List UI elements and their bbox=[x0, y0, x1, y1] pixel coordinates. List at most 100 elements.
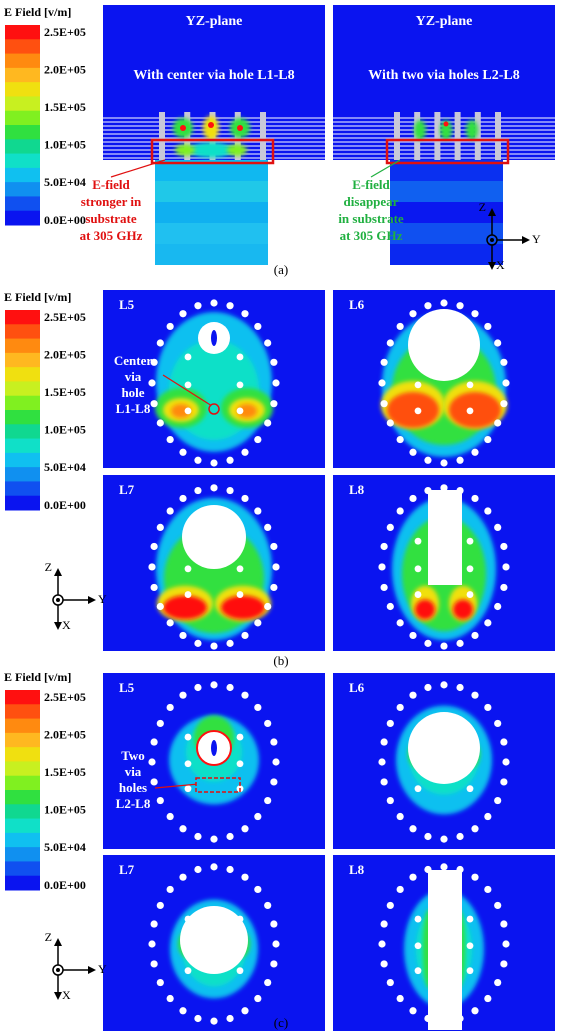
via bbox=[264, 524, 271, 531]
colorbar-label: 2.5E+05 bbox=[44, 25, 86, 39]
via bbox=[210, 642, 217, 649]
via bbox=[484, 619, 491, 626]
field-peak bbox=[180, 125, 186, 131]
via bbox=[471, 692, 478, 699]
via bbox=[387, 419, 394, 426]
via bbox=[241, 495, 248, 502]
via bbox=[237, 734, 244, 741]
colorbar-band bbox=[5, 733, 40, 748]
via bbox=[381, 738, 388, 745]
via bbox=[415, 408, 422, 415]
field-blob bbox=[466, 120, 478, 140]
axis-label: Y bbox=[98, 962, 107, 976]
via bbox=[237, 760, 244, 767]
annotation: via bbox=[125, 369, 142, 384]
colorbar-label: 2.0E+05 bbox=[44, 347, 86, 361]
via bbox=[467, 967, 474, 974]
axis-label: Z bbox=[45, 930, 52, 944]
via bbox=[254, 323, 261, 330]
colorbar-band bbox=[5, 125, 40, 140]
colorbar-band bbox=[5, 139, 40, 154]
field-plot bbox=[333, 673, 555, 849]
via bbox=[226, 1015, 233, 1022]
via bbox=[471, 495, 478, 502]
colorbar-band bbox=[5, 196, 40, 211]
via bbox=[264, 603, 271, 610]
via bbox=[502, 940, 509, 947]
via bbox=[424, 640, 431, 647]
colorbar-label: 5.0E+04 bbox=[44, 175, 86, 189]
via bbox=[500, 584, 507, 591]
via bbox=[148, 379, 155, 386]
annotation: at 305 GHz bbox=[80, 228, 143, 243]
annotation: hole bbox=[121, 385, 144, 400]
annotation: E-field bbox=[352, 177, 390, 192]
via bbox=[397, 619, 404, 626]
via bbox=[194, 833, 201, 840]
via bbox=[185, 916, 192, 923]
colorbar-band bbox=[5, 453, 40, 468]
via bbox=[237, 916, 244, 923]
via bbox=[270, 920, 277, 927]
via bbox=[424, 487, 431, 494]
via bbox=[381, 359, 388, 366]
via bbox=[254, 619, 261, 626]
colorbar-band bbox=[5, 381, 40, 396]
colorbar-band bbox=[5, 339, 40, 354]
via bbox=[409, 1007, 416, 1014]
via bbox=[409, 632, 416, 639]
via bbox=[467, 591, 474, 598]
via bbox=[226, 833, 233, 840]
via bbox=[378, 758, 385, 765]
via bbox=[440, 1018, 447, 1025]
via bbox=[185, 354, 192, 361]
via bbox=[415, 381, 422, 388]
via bbox=[471, 449, 478, 456]
colorbar-label: 0.0E+00 bbox=[44, 878, 86, 892]
arrow-head bbox=[54, 938, 62, 946]
field-blob bbox=[387, 392, 439, 428]
via bbox=[237, 354, 244, 361]
caption: (a) bbox=[274, 262, 288, 277]
via bbox=[484, 813, 491, 820]
via bbox=[467, 734, 474, 741]
caption: (c) bbox=[274, 1015, 288, 1030]
via-hole bbox=[180, 906, 248, 974]
via bbox=[241, 632, 248, 639]
colorbar-band bbox=[5, 39, 40, 54]
via bbox=[241, 874, 248, 881]
via bbox=[381, 960, 388, 967]
via bbox=[387, 979, 394, 986]
via bbox=[264, 902, 271, 909]
plot-subtitle: With two via holes L2-L8 bbox=[368, 68, 519, 83]
plot-title: L7 bbox=[119, 482, 135, 497]
via bbox=[397, 323, 404, 330]
via bbox=[424, 302, 431, 309]
via bbox=[415, 785, 422, 792]
via bbox=[424, 833, 431, 840]
via bbox=[415, 967, 422, 974]
via bbox=[456, 684, 463, 691]
colorbar-label: 1.5E+05 bbox=[44, 385, 86, 399]
colorbar-band bbox=[5, 324, 40, 339]
via bbox=[226, 684, 233, 691]
via bbox=[185, 734, 192, 741]
via bbox=[484, 436, 491, 443]
via bbox=[151, 920, 158, 927]
via bbox=[500, 960, 507, 967]
via bbox=[456, 487, 463, 494]
field-blob bbox=[415, 600, 435, 620]
via bbox=[167, 507, 174, 514]
via bbox=[270, 400, 277, 407]
via bbox=[456, 302, 463, 309]
via bbox=[387, 339, 394, 346]
via bbox=[378, 379, 385, 386]
colorbar-band bbox=[5, 367, 40, 382]
via bbox=[471, 310, 478, 317]
colorbar-band bbox=[5, 467, 40, 482]
annotation: Two bbox=[121, 748, 145, 763]
field-plot bbox=[333, 475, 555, 651]
via bbox=[394, 112, 400, 160]
axis-label: X bbox=[496, 258, 505, 272]
via bbox=[237, 942, 244, 949]
